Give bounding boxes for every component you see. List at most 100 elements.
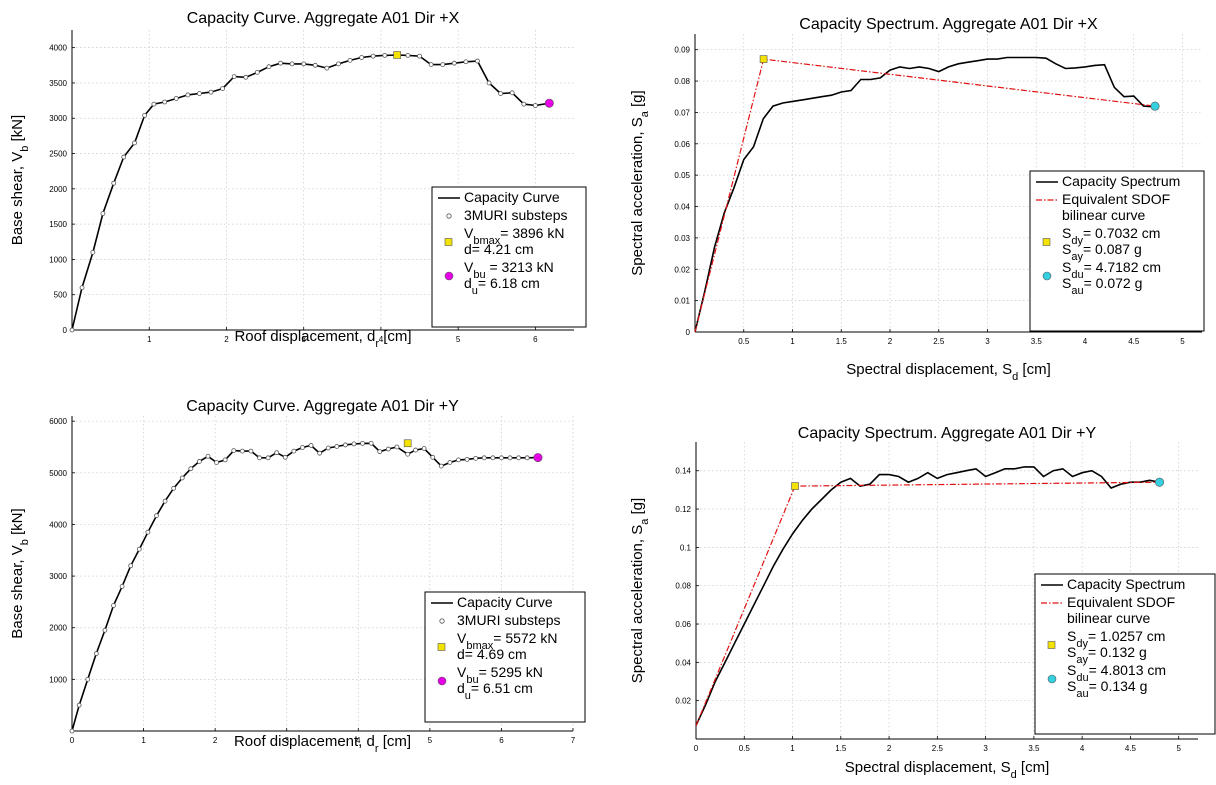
x-tick-label: 2.5 [933,337,945,346]
x-tick-label: 3 [983,744,988,753]
substep-marker [278,60,283,66]
chart-title: Capacity Spectrum. Aggregate A01 Dir +X [799,16,1098,33]
substep-marker [205,453,211,459]
x-axis-label: Spectral displacement, Sd [cm] [845,759,1050,781]
series-line [695,466,1160,726]
y-tick-label: 0.06 [674,140,690,149]
legend-label: Sdu= 4.8013 cm [1067,662,1166,684]
legend-label: Capacity Curve [464,189,560,205]
substep-marker [111,603,116,608]
substep-marker [79,285,85,291]
substep-marker [208,89,214,95]
substep-marker [524,455,530,461]
capacity-spectrum-x-chart: Capacity Spectrum. Aggregate A01 Dir +X 0… [629,16,1205,383]
y-tick-label: 2500 [49,150,67,159]
y-tick-label: 0.05 [674,171,690,180]
x-axis-label: Spectral displacement, Sd [cm] [846,361,1051,383]
substep-marker [394,444,400,450]
ultimate-point-marker [1155,477,1165,487]
substep-marker [532,103,538,108]
substep-marker [490,455,496,461]
substep-marker [151,101,157,107]
legend-label: Vbmax= 3896 kN [464,225,564,247]
substep-marker [336,61,341,67]
substep-marker [301,61,307,67]
legend-label: Sau= 0.134 g [1067,678,1147,700]
substep-marker [509,90,515,96]
substep-marker [248,448,254,454]
legend-box [1029,170,1205,332]
x-tick-label: 4 [1083,337,1088,346]
substep-marker [266,64,272,70]
y-tick-label: 5000 [49,469,67,478]
substep-marker [475,58,480,64]
substep-marker [334,444,340,449]
substep-marker [132,140,137,146]
substep-marker [463,59,469,65]
substep-marker [317,450,323,456]
x-tick-label: 4 [356,736,361,745]
substep-marker [347,57,353,63]
x-tick-label: 3 [985,337,990,346]
y-tick-label: 6000 [49,417,67,426]
substep-marker [154,513,159,519]
legend-label: Sdy= 0.7032 cm [1062,225,1160,247]
substep-marker [102,627,108,633]
x-tick-label: 5 [456,335,461,344]
legend-circle-swatch [1042,271,1052,281]
y-tick-label: 0 [686,328,691,337]
x-tick-label: 1 [790,337,795,346]
x-tick-label: 2 [224,335,229,344]
x-axis-label: Roof displacement, dr [cm] [234,328,411,350]
legend-label: Sdu= 4.7182 cm [1062,259,1161,281]
y-axis-label: Spectral acceleration, Sa [g] [629,90,651,275]
substep-marker [274,450,280,456]
legend-box [424,591,586,723]
substep-marker [343,442,348,448]
legend-label: bilinear curve [1067,610,1150,626]
legend-square-swatch [437,643,446,651]
legend-label: Vbmax= 5572 kN [457,630,557,652]
substep-marker [385,446,391,452]
legend-label: du= 6.18 cm [464,275,540,297]
substep-marker [440,62,446,67]
x-tick-label: 6 [499,736,504,745]
substep-marker [413,447,418,453]
x-tick-label: 2.5 [932,744,944,753]
y-tick-label: 0.08 [675,582,691,591]
substep-marker [499,455,504,461]
substep-marker [481,455,487,461]
substep-marker [85,676,91,682]
legend-label: Equivalent SDOF [1067,594,1175,610]
substep-marker [93,651,99,656]
legend-square-swatch [1047,641,1056,649]
substep-marker [428,62,434,67]
y-tick-label: 0.12 [675,505,691,514]
x-tick-label: 3.5 [1028,744,1040,753]
legend-label: bilinear curve [1062,207,1145,223]
substep-marker [257,455,262,461]
substep-marker [171,485,177,491]
substep-marker [370,53,376,59]
x-tick-label: 1 [147,335,152,344]
substep-marker [136,546,142,552]
legend-label: Vbu= 5295 kN [457,664,543,686]
capacity-curve-x-chart: Capacity Curve. Aggregate A01 Dir +X 1 2 3 4… [9,10,587,350]
substep-marker [100,211,106,216]
x-tick-label: 6 [533,335,538,344]
y-axis-label: Spectral acceleration, Sa [g] [629,498,651,683]
legend-label: Vbu = 3213 kN [464,259,554,281]
y-tick-label: 0.06 [675,620,691,629]
x-tick-label: 4.5 [1128,337,1140,346]
y-tick-label: 1000 [49,675,67,684]
legend-label: 3MURI substeps [464,207,567,223]
substep-marker [196,459,202,464]
legend-label: Say= 0.087 g [1062,241,1142,263]
y-tick-label: 3000 [49,114,67,123]
legend-box [1034,573,1216,735]
yield-point-marker [403,439,412,448]
x-tick-label: 2 [213,736,218,745]
substep-marker [282,454,288,460]
y-tick-label: 0.02 [675,697,691,706]
x-tick-label: 1.5 [835,744,847,753]
